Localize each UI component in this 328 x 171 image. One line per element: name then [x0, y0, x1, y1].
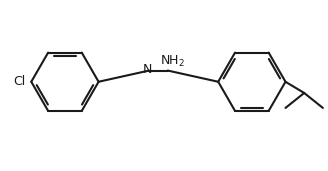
Text: NH$_2$: NH$_2$ — [160, 54, 185, 69]
Text: N: N — [142, 63, 152, 76]
Text: Cl: Cl — [13, 75, 26, 88]
